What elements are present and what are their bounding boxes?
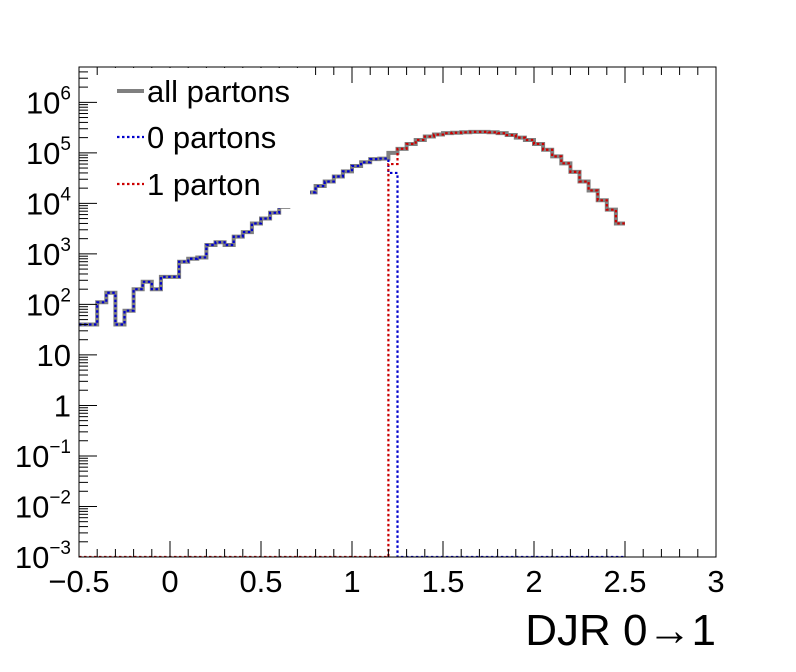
- x-tick-label: 0: [161, 564, 178, 599]
- legend-label: all partons: [147, 74, 290, 109]
- x-tick-labels: −0.5 0 0.5 1 1.5 2 2.5 3: [48, 564, 724, 599]
- series-line-0-partons: [79, 157, 625, 557]
- y-tick-label: 105: [26, 134, 71, 171]
- y-tick-label: 10−1: [15, 437, 71, 474]
- legend: all partons 0 partons 1 parton: [110, 68, 310, 208]
- y-tick-label: 1: [54, 388, 71, 423]
- y-tick-label: 106: [26, 83, 71, 120]
- series-line-1-parton: [79, 130, 625, 557]
- legend-label: 0 partons: [147, 120, 276, 155]
- y-tick-label: 103: [26, 235, 71, 272]
- x-tick-label: −0.5: [48, 564, 109, 599]
- y-tick-label: 10−3: [15, 538, 71, 575]
- y-tick-label: 10: [37, 338, 71, 373]
- x-tick-label: 2.5: [603, 564, 646, 599]
- x-tick-label: 1.5: [421, 564, 464, 599]
- y-tick-label: 10−2: [15, 487, 71, 524]
- y-tick-label: 102: [26, 285, 71, 322]
- x-tick-label: 2: [525, 564, 542, 599]
- x-axis-label: DJR 0→1: [525, 606, 716, 655]
- y-tick-labels: 10−3 10−2 10−1 1 10 102 103 104 105 106: [15, 83, 72, 575]
- legend-label: 1 parton: [147, 167, 261, 202]
- x-tick-label: 0.5: [239, 564, 282, 599]
- x-tick-label: 3: [707, 564, 724, 599]
- y-tick-label: 104: [26, 184, 71, 221]
- x-tick-label: 1: [343, 564, 360, 599]
